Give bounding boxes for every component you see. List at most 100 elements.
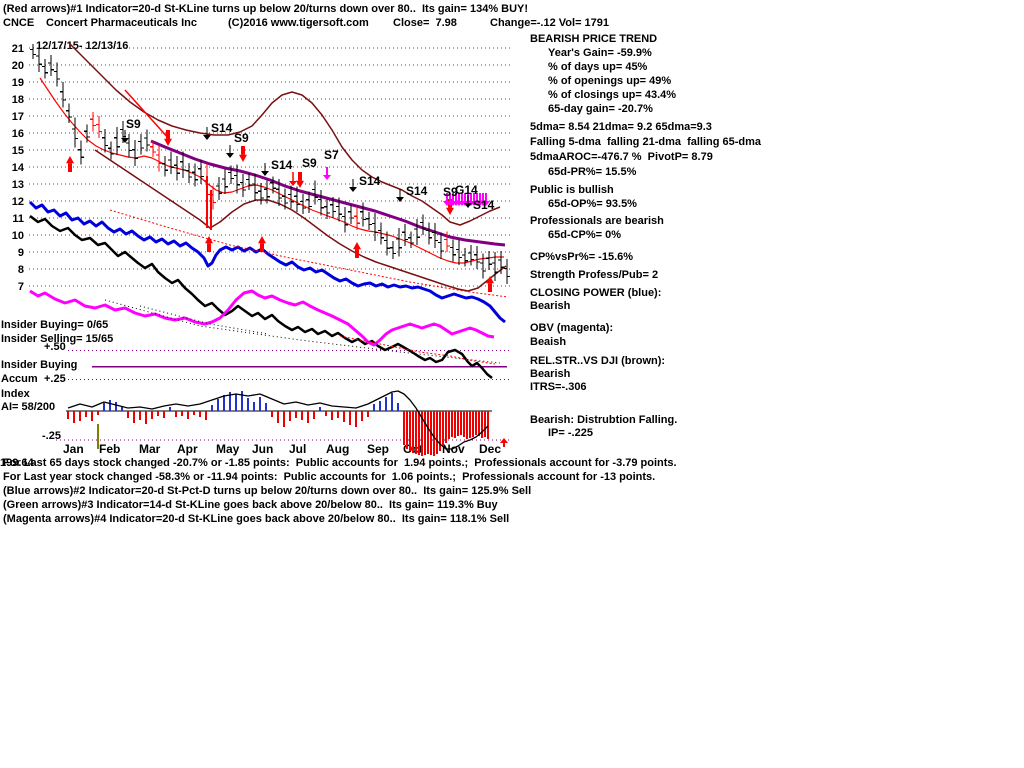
analysis-panel-line: CP%vsPr%= -15.6% <box>530 251 634 263</box>
ticker-symbol: CNCE <box>3 17 35 29</box>
scale-minus-25-label: -.25 <box>42 430 61 442</box>
price-tick-label: 10 <box>12 230 24 242</box>
analysis-panel-line: CLOSING POWER (blue): <box>530 287 662 299</box>
down-arrow-icon <box>446 207 454 215</box>
analysis-panel-line: Falling 5-dma falling 21-dma falling 65-… <box>530 136 762 148</box>
analysis-panel-line: Public is bullish <box>530 184 614 196</box>
signal-label: S7 <box>324 148 339 162</box>
analysis-panel-line: IP= -.225 <box>548 427 593 439</box>
down-arrow-icon <box>296 180 304 188</box>
month-tick-label: May <box>216 442 240 456</box>
price-tick-label: 7 <box>18 281 24 293</box>
analysis-panel-line: REL.STR..VS DJI (brown): <box>530 355 666 367</box>
down-arrow-icon <box>239 154 247 162</box>
scale-plus-50-label: +.50 <box>44 341 66 353</box>
insider-selling-count: Insider Selling= 15/65 <box>1 333 114 345</box>
obv-end-value: 199.64 <box>0 457 34 469</box>
signal-label: S9 <box>302 156 317 170</box>
down-arrow-icon <box>323 175 331 180</box>
analysis-panel-line: 5dmaAROC=-476.7 % PivotP= 8.79 <box>530 151 713 163</box>
analysis-panel-line: 65d-PR%= 15.5% <box>548 166 637 178</box>
down-arrow-icon <box>396 197 404 202</box>
signal-label: S14 <box>271 158 293 172</box>
analysis-panel-line: OBV (magenta): <box>530 322 614 334</box>
month-tick-label: Apr <box>177 442 198 456</box>
down-arrow-icon <box>121 138 129 143</box>
down-arrow-icon <box>349 187 357 192</box>
close-value: Close= 7.98 <box>393 17 457 29</box>
analysis-panel-line: % of openings up= 49% <box>548 75 672 87</box>
month-tick-label: Jan <box>63 442 84 456</box>
ai-ratio-value: AI= 58/200 <box>1 401 56 413</box>
down-arrow-icon <box>482 201 490 206</box>
month-tick-label: Feb <box>99 442 120 456</box>
price-tick-label: 13 <box>12 179 24 191</box>
signal-label: S9 <box>443 185 458 199</box>
down-arrow-icon <box>261 171 269 176</box>
down-arrow-icon <box>289 181 297 186</box>
price-chart-canvas: 21 20 19 18 17 16 15 14 13 12 11 10 9 8 7 Jan Feb Mar Apr M… <box>12 41 512 456</box>
date-range-label: 12/17/15- 12/13/16 <box>36 40 129 52</box>
analysis-panel-line: Strength Profess/Pub= 2 <box>530 269 659 281</box>
company-name: Concert Pharmaceuticals Inc <box>46 17 198 29</box>
down-arrow-icon <box>203 135 211 140</box>
analysis-panel-line: 65d-OP%= 93.5% <box>548 198 637 210</box>
analysis-panel-line: 65d-CP%= 0% <box>548 229 622 241</box>
price-tick-label: 14 <box>12 162 25 174</box>
copyright-text: (C)2016 www.tigersoft.com <box>228 17 369 29</box>
up-arrow-icon <box>500 438 508 443</box>
signal-legend-line-4: (Magenta arrows)#4 Indicator=20-d St-KLi… <box>3 513 510 525</box>
signal-label: S14 <box>211 121 233 135</box>
price-tick-label: 15 <box>12 145 24 157</box>
up-arrow-icon <box>205 236 213 244</box>
month-tick-label: Mar <box>139 442 161 456</box>
signal-label: S9 <box>234 131 249 145</box>
signal-label: G14 <box>455 183 478 197</box>
summary-line-year: For Last year stock changed -58.3% or -1… <box>3 471 656 483</box>
analysis-panel-line: Bearish <box>530 300 571 312</box>
down-arrow-icon <box>226 153 234 158</box>
price-tick-label: 17 <box>12 111 24 123</box>
down-arrow-icon <box>164 138 172 146</box>
signal-label: S9 <box>126 117 141 131</box>
signal-legend-line-2: (Blue arrows)#2 Indicator=20-d St-Pct-D … <box>3 485 532 497</box>
analysis-panel-line: 5dma= 8.54 21dma= 9.2 65dma=9.3 <box>530 121 712 133</box>
up-arrow-icon <box>486 276 494 284</box>
signal-legend-line-1: (Red arrows)#1 Indicator=20-d St-KLine t… <box>3 3 529 15</box>
analysis-panel-line: ITRS=-.306 <box>530 381 587 393</box>
analysis-panel-line: Bearish: Distrubtion Falling. <box>530 414 678 426</box>
price-tick-label: 11 <box>12 213 24 225</box>
summary-line-65d: For Last 65 days stock changed -20.7% or… <box>3 457 677 469</box>
signal-label: S14 <box>406 184 428 198</box>
analysis-panel-line: Year's Gain= -59.9% <box>548 47 652 59</box>
price-tick-label: 18 <box>12 94 24 106</box>
index-label: Index <box>1 388 30 400</box>
price-tick-label: 12 <box>12 196 24 208</box>
up-arrow-icon <box>353 242 361 250</box>
up-arrow-icon <box>258 236 266 244</box>
analysis-panel-line: % of closings up= 43.4% <box>548 89 677 101</box>
up-arrow-icon <box>66 156 74 164</box>
month-tick-label: Aug <box>326 442 349 456</box>
month-tick-label: Dec <box>479 442 501 456</box>
analysis-panel-line: Bearish <box>530 368 571 380</box>
price-tick-label: 20 <box>12 60 24 72</box>
analysis-panel-line: 65-day gain= -20.7% <box>548 103 653 115</box>
price-tick-label: 9 <box>18 247 24 259</box>
analysis-panel-line: Professionals are bearish <box>530 215 664 227</box>
price-tick-label: 21 <box>12 43 24 55</box>
scale-plus-25-label: +.25 <box>44 373 66 385</box>
month-tick-label: Sep <box>367 442 389 456</box>
price-tick-label: 19 <box>12 77 24 89</box>
down-arrow-icon <box>464 203 472 208</box>
signal-label: S14 <box>359 174 381 188</box>
price-tick-label: 8 <box>18 264 24 276</box>
analysis-panel-line: BEARISH PRICE TREND <box>530 33 658 45</box>
month-tick-label: Jul <box>289 442 306 456</box>
insider-buying-title: Insider Buying <box>1 359 78 371</box>
analysis-panel-line: Beaish <box>530 336 567 348</box>
price-tick-label: 16 <box>12 128 24 140</box>
analysis-panel-line: % of days up= 45% <box>548 61 648 73</box>
signal-legend-line-3: (Green arrows)#3 Indicator=14-d St-KLine… <box>3 499 498 511</box>
